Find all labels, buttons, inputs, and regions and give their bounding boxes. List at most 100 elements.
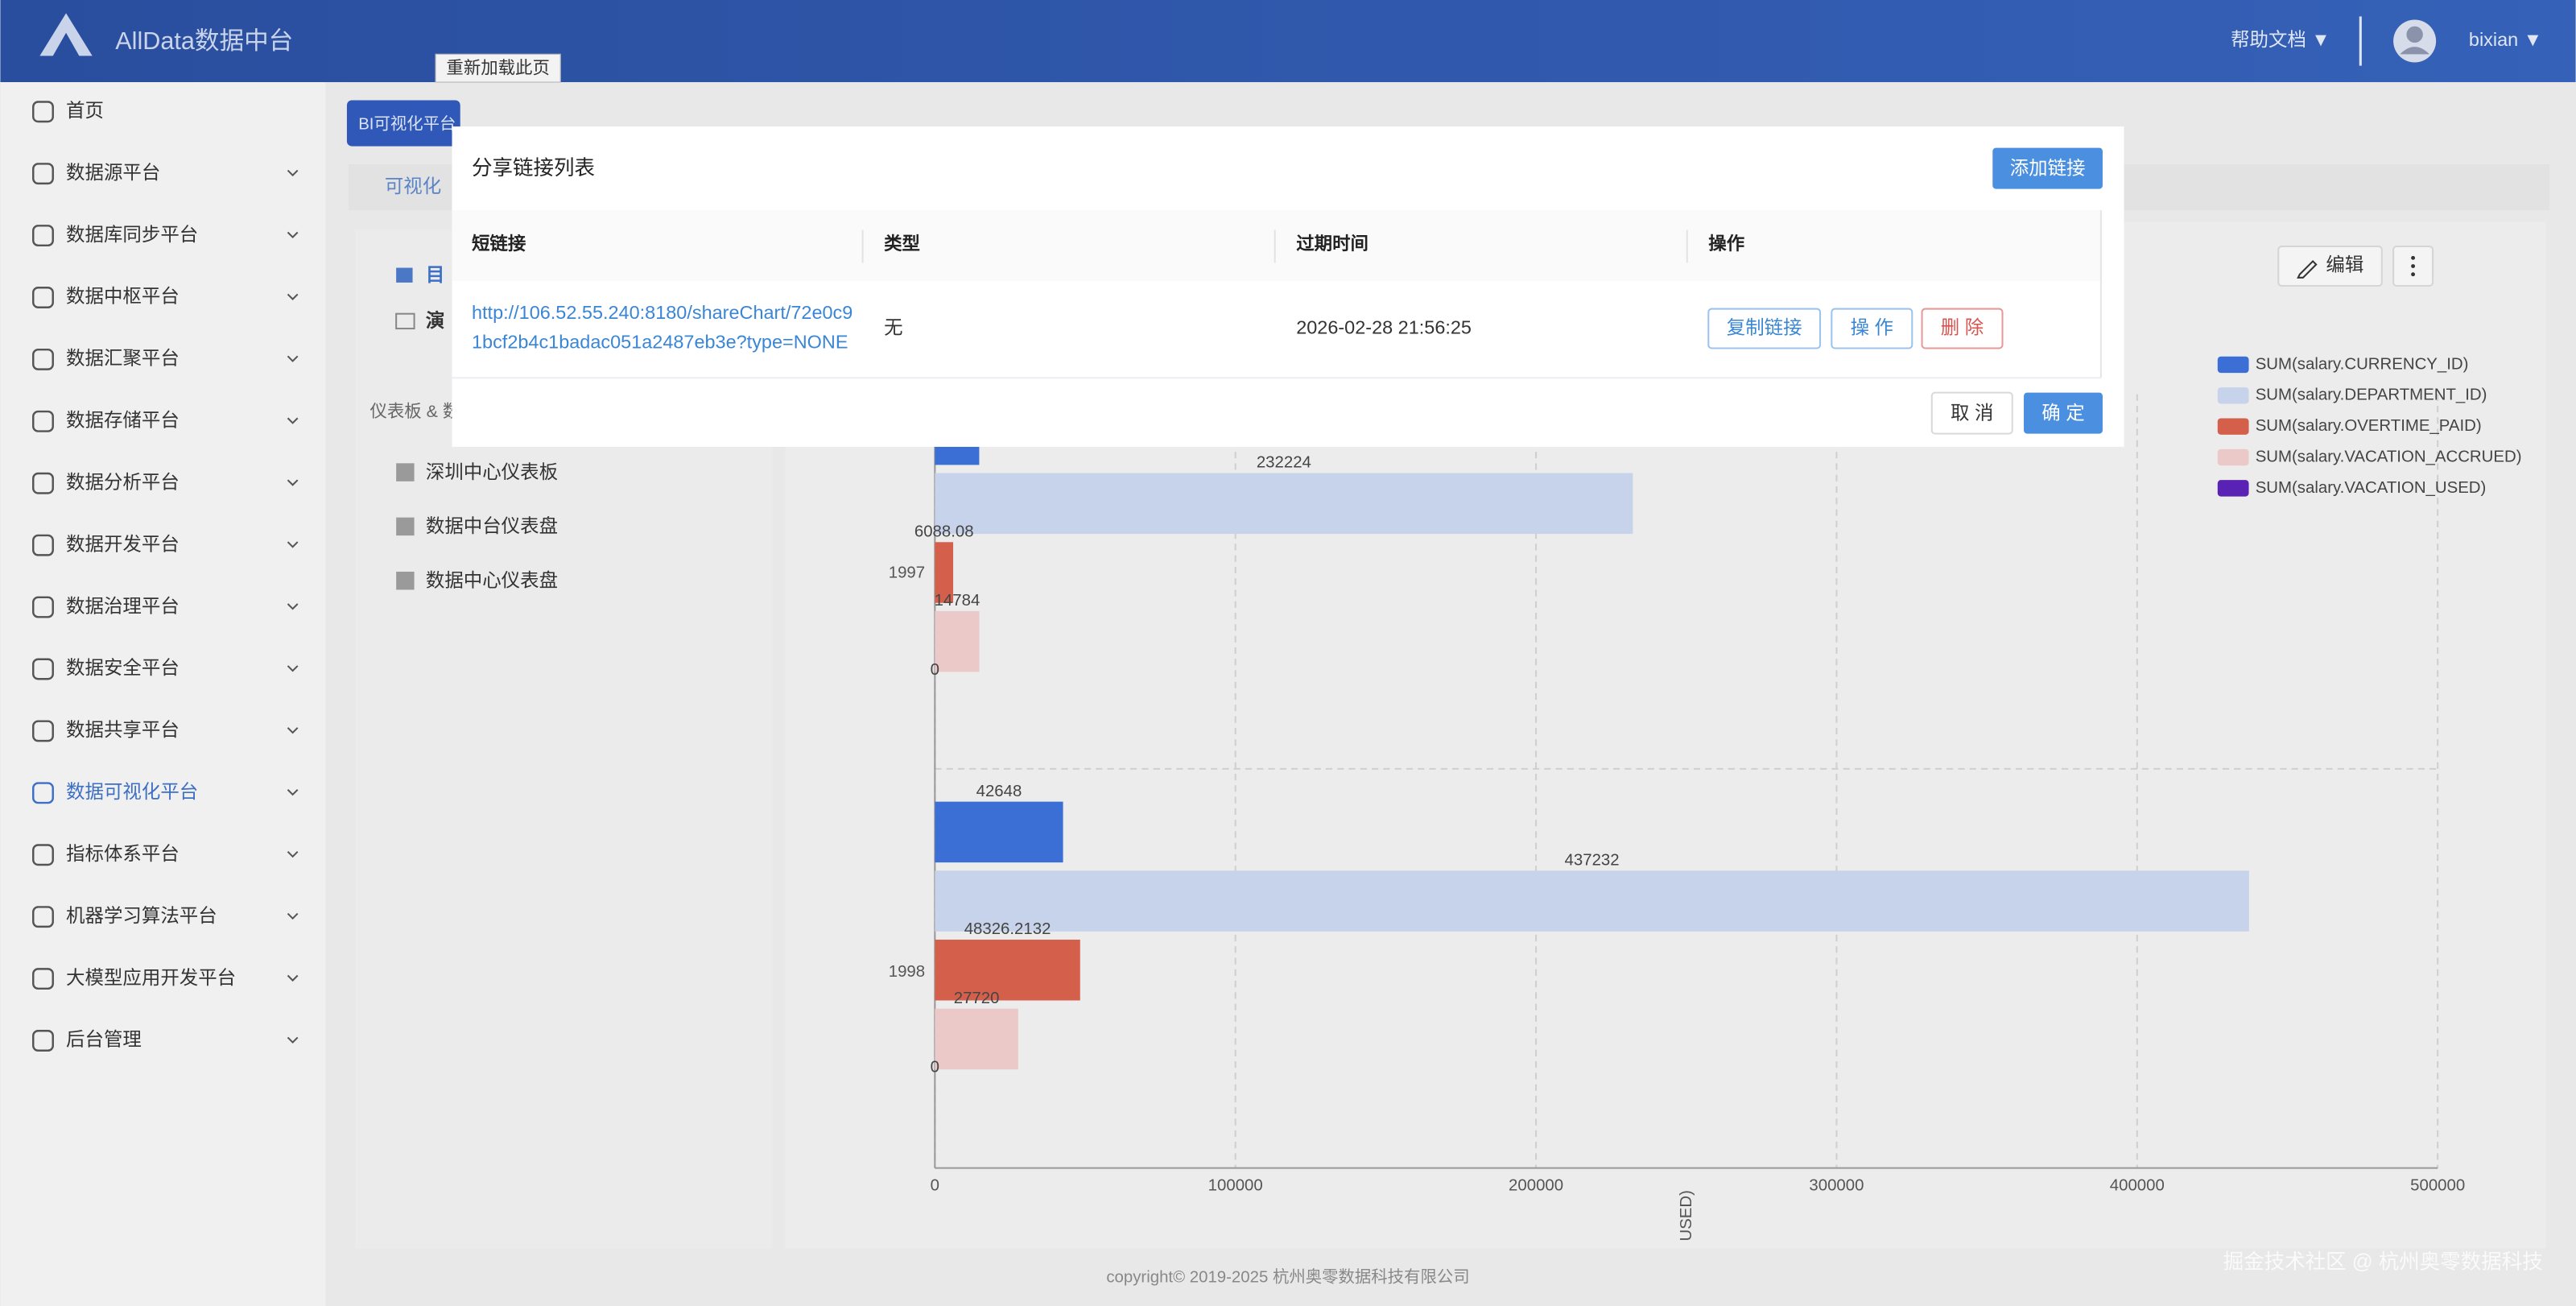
catalog[interactable]: 目 — [426, 264, 444, 285]
dialog: 分享链接列表 添加链接 短链接 类型 过期时间 操作 http://106.52.55.… — [452, 126, 2124, 447]
menu-item[interactable]: 数据分析平台 — [66, 471, 180, 492]
add-button[interactable] — [1992, 147, 2103, 189]
bar — [935, 610, 980, 672]
dashboard-icon — [396, 517, 415, 536]
user-menu[interactable]: bixian ▼ — [2469, 29, 2542, 50]
legend-label[interactable]: SUM(salary.CURRENCY_ID) — [2256, 355, 2469, 373]
dashboard-icon — [396, 572, 415, 590]
bar — [935, 870, 2249, 932]
legend-label[interactable]: SUM(salary.OVERTIME_PAID) — [2256, 417, 2482, 435]
view-tab[interactable]: 可视化 — [385, 176, 441, 196]
chart: 0100000200000300000400000500000199714750… — [889, 355, 2522, 1241]
share-link[interactable]: http://106.52.55.240:8180/shareChart/72e… — [472, 302, 852, 323]
more-dot — [2411, 264, 2416, 268]
watermark: 掘金技术社区 @ 杭州奥零数据科技 — [2223, 1251, 2543, 1274]
x-tick-label: 100000 — [1208, 1176, 1263, 1194]
chevron — [287, 479, 299, 486]
menu-item[interactable]: 首页 — [66, 100, 104, 121]
platform-tab[interactable] — [346, 100, 460, 147]
menu-item[interactable]: 机器学习算法平台 — [66, 905, 217, 926]
menu-item[interactable]: 数据可视化平台 — [66, 781, 198, 802]
help-menu[interactable]: 帮助文档 ▼ — [2231, 29, 2330, 50]
x-tick-label: 300000 — [1809, 1176, 1864, 1194]
column-header: 类型 — [884, 234, 920, 254]
chevron — [287, 789, 299, 796]
x-tick-label: 400000 — [2110, 1176, 2165, 1194]
value-label: 232224 — [1257, 454, 1311, 472]
ok-button[interactable] — [2024, 392, 2103, 434]
sidebar-menu: 首页数据源平台数据库同步平台数据中枢平台数据汇聚平台数据存储平台数据分析平台数据… — [32, 100, 299, 1052]
more-dot — [2411, 255, 2416, 260]
chevron — [287, 1036, 299, 1044]
menu-item[interactable]: 数据治理平台 — [66, 595, 180, 616]
menu-icon — [32, 720, 54, 742]
menu-icon — [32, 472, 54, 494]
value-label: 437232 — [1565, 851, 1620, 869]
share-link[interactable]: 1bcf2b4c1badac051a2487eb3e?type=NONE — [472, 332, 848, 353]
value-label: 14784 — [935, 592, 980, 610]
menu-item[interactable]: 数据中枢平台 — [66, 286, 180, 307]
bar — [935, 542, 954, 603]
action-label: 操 作 — [1851, 316, 1893, 337]
action-button[interactable] — [1921, 308, 2004, 349]
platform-tab-label: BI可视化平台 — [358, 114, 456, 133]
menu-icon — [32, 410, 54, 432]
menu-item[interactable]: 数据安全平台 — [66, 657, 180, 678]
edit-label: 编辑 — [2326, 254, 2363, 275]
dashboard-item[interactable]: 深圳中心仪表板 — [426, 461, 558, 482]
legend-label[interactable]: SUM(salary.DEPARTMENT_ID) — [2256, 386, 2487, 404]
category-label: 1997 — [889, 564, 925, 581]
legend-label[interactable]: SUM(salary.VACATION_USED) — [2256, 479, 2487, 497]
menu-icon — [32, 163, 54, 185]
menu-icon — [32, 658, 54, 680]
legend-swatch — [2217, 387, 2249, 404]
dashboard-item[interactable]: 数据中台仪表盘 — [426, 515, 558, 536]
chevron — [287, 912, 299, 920]
menu-icon — [32, 906, 54, 928]
menu-item[interactable]: 指标体系平台 — [66, 843, 180, 864]
menu-item[interactable]: 大模型应用开发平台 — [66, 967, 236, 988]
demo[interactable]: 演 — [426, 309, 444, 331]
action-button[interactable] — [1707, 308, 1822, 349]
menu-item[interactable]: 数据汇聚平台 — [66, 348, 180, 369]
column-header: 短链接 — [472, 233, 526, 254]
chevron — [287, 850, 299, 858]
demo-icon — [395, 312, 415, 330]
menu-item[interactable]: 数据共享平台 — [66, 719, 180, 740]
menu-icon — [32, 287, 54, 308]
dashboard-item[interactable]: 数据中心仪表盘 — [426, 569, 558, 590]
menu-item[interactable]: 数据库同步平台 — [66, 224, 198, 245]
header — [0, 0, 2576, 83]
expire-time: 2026-02-28 21:56:25 — [1296, 316, 1472, 337]
edit-icon — [2297, 259, 2318, 279]
tooltip-text: 重新加载此页 — [446, 58, 549, 77]
legend-label[interactable]: SUM(salary.VACATION_ACCRUED) — [2256, 448, 2522, 465]
more-dot — [2411, 272, 2416, 277]
menu-icon — [32, 596, 54, 618]
menu-item[interactable]: 数据存储平台 — [66, 410, 180, 431]
cancel-button[interactable] — [1930, 391, 2013, 435]
menu-item[interactable]: 数据源平台 — [66, 162, 160, 183]
menu-icon — [32, 534, 54, 556]
chevron — [287, 355, 299, 362]
action-button[interactable] — [1831, 308, 1913, 349]
dashboard-icon — [396, 463, 415, 481]
chevron — [287, 727, 299, 734]
action-label: 删 除 — [1941, 316, 1984, 337]
avatar-head — [2406, 26, 2423, 43]
menu-item[interactable]: 后台管理 — [66, 1029, 142, 1050]
legend-swatch — [2217, 356, 2249, 374]
value-label: 27720 — [954, 990, 1000, 1007]
x-axis-label: USED) — [1678, 1190, 1695, 1241]
bar — [935, 940, 1080, 1001]
sidebar — [0, 82, 326, 1306]
menu-icon — [32, 782, 54, 804]
value-label: 0 — [931, 661, 939, 679]
menu-item[interactable]: 数据开发平台 — [66, 533, 180, 554]
chevron — [287, 974, 299, 982]
chevron — [287, 417, 299, 424]
chevron — [287, 665, 299, 672]
section-title: 仪表板 & 数 — [369, 402, 460, 421]
